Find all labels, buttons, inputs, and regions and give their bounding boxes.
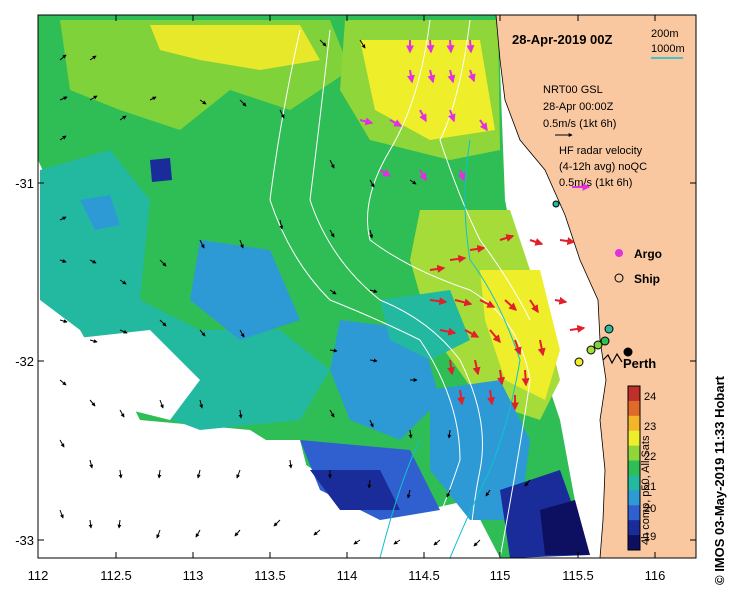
colorbar-segment (628, 520, 640, 536)
colorbar-segment (628, 430, 640, 447)
gsl-legend: NRT00 GSL 28-Apr 00:00Z 0.5m/s (1kt 6h) (543, 84, 616, 130)
x-tick-label: 114 (337, 568, 358, 583)
colorbar-segment (628, 400, 640, 417)
colorbar-ticks: 24 23 22 21 20 19 (644, 391, 656, 543)
colorbar-tick: 23 (644, 421, 656, 433)
x-tick-label: 115 (490, 568, 511, 583)
argo-label: Argo (634, 247, 662, 261)
x-tick-label: 112 (28, 568, 49, 583)
y-tick-label: -32 (15, 354, 34, 369)
colorbar-segment (628, 490, 640, 506)
colorbar-tick: 24 (644, 391, 656, 403)
colorbar-tick: 21 (644, 481, 656, 493)
hf-arrows-red (429, 234, 586, 411)
y-tick-label: -31 (15, 176, 34, 191)
sst-field (38, 15, 590, 558)
contour-1000-label: 1000m (651, 43, 685, 55)
x-tick-label: 113 (183, 568, 204, 583)
isobath-contours (269, 19, 531, 558)
hf-legend-line1: HF radar velocity (559, 145, 643, 157)
ship-marker-icon (614, 273, 624, 283)
x-tick-marks (37, 15, 656, 558)
colorbar-segment (628, 445, 640, 462)
colorbar-segment (628, 505, 640, 521)
contour-200-label: 200m (651, 28, 679, 40)
perth-coast-icon (602, 352, 623, 365)
gsl-legend-line3: 0.5m/s (1kt 6h) (543, 118, 616, 130)
hf-legend-line3: 0.5m/s (1kt 6h) (559, 177, 632, 189)
ship-markers (552, 200, 614, 367)
colorbar-tick: 19 (644, 531, 656, 543)
colorbar-tick: 20 (644, 503, 656, 515)
colorbar-segment (628, 460, 640, 476)
x-tick-label: 113.5 (254, 568, 286, 583)
colorbar-segment (628, 415, 640, 432)
hf-legend: HF radar velocity (4-12h avg) noQC 0.5m/… (559, 145, 647, 189)
ship-label: Ship (634, 272, 660, 286)
credit-text: © IMOS 03-May-2019 11:33 Hobart (712, 376, 727, 585)
x-tick-label: 112.5 (100, 568, 132, 583)
colorbar (628, 386, 640, 551)
colorbar-tick: 22 (644, 451, 656, 463)
hf-legend-line2: (4-12h avg) noQC (559, 161, 647, 173)
x-tick-label: 115.5 (562, 568, 594, 583)
x-tick-label: 116 (645, 568, 666, 583)
hf-arrows-magenta (359, 39, 488, 182)
perth-marker (623, 347, 633, 357)
date-label: 28-Apr-2019 00Z (512, 32, 612, 47)
x-tick-label: 114.5 (408, 568, 440, 583)
gsl-legend-line1: NRT00 GSL (543, 84, 603, 96)
land (495, 15, 696, 558)
colorbar-segment (628, 535, 640, 551)
city-label: Perth (623, 356, 656, 371)
colorbar-segment (628, 475, 640, 491)
gsl-velocity-arrows (59, 39, 531, 547)
gsl-legend-line2: 28-Apr 00:00Z (543, 101, 614, 113)
colorbar-segment (628, 386, 640, 402)
y-tick-marks (38, 182, 696, 541)
argo-marker-icon (615, 249, 623, 257)
y-tick-label: -33 (15, 533, 34, 548)
colorbar-title: 4h comp, p50, All Sats (640, 435, 652, 545)
